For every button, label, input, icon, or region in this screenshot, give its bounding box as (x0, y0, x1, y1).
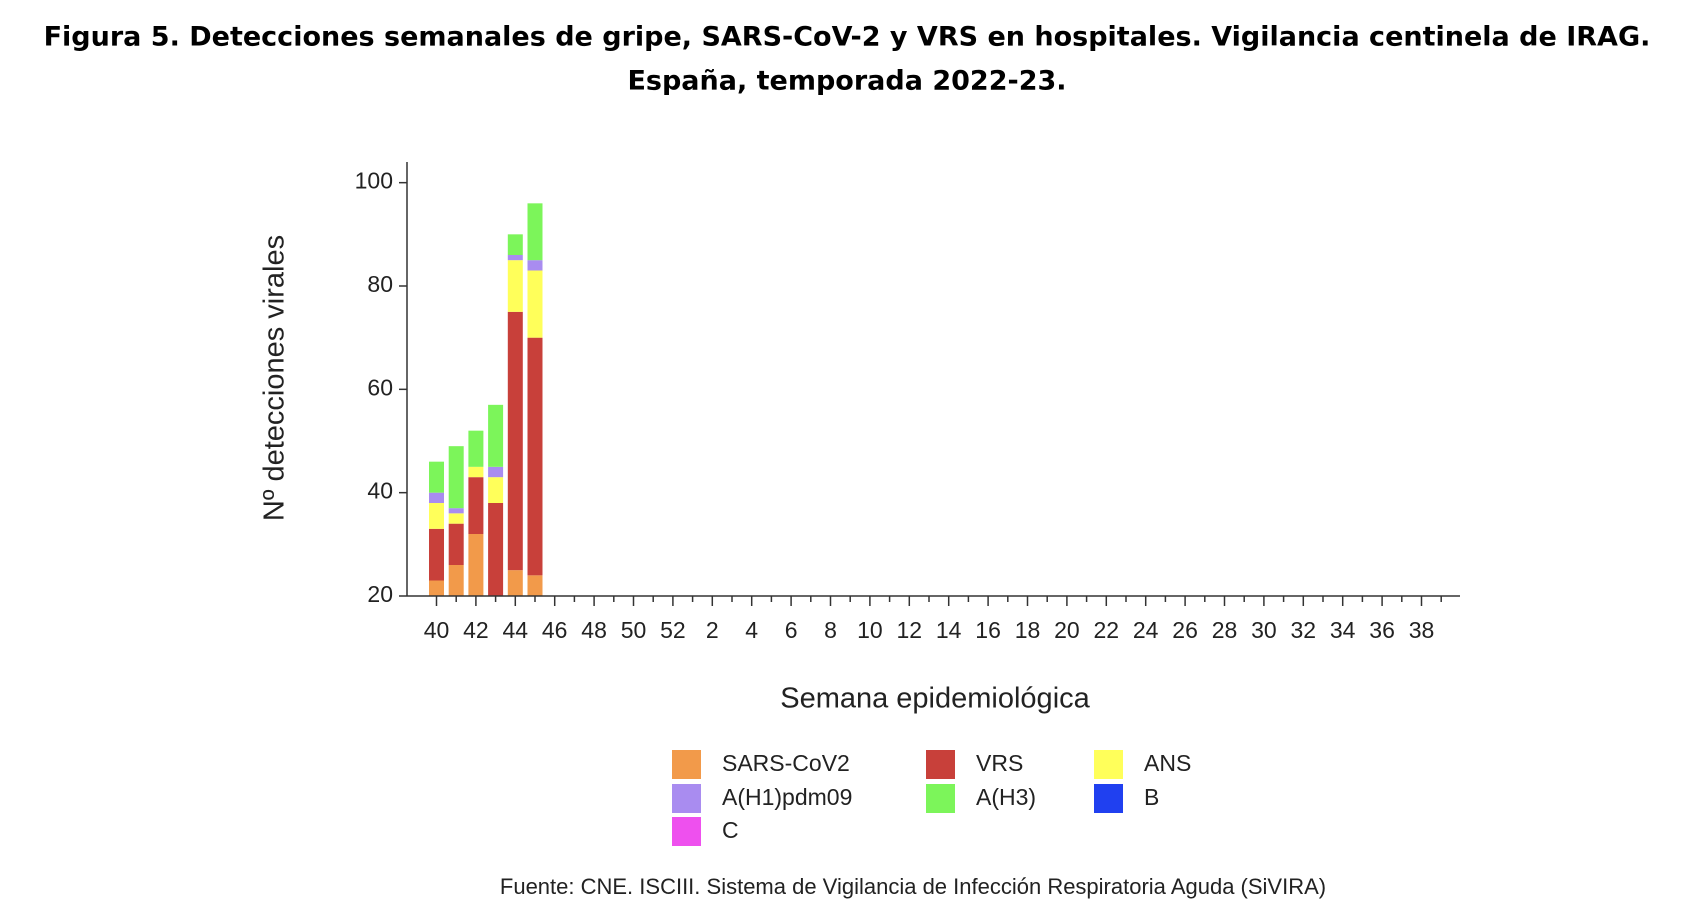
legend-swatch (672, 817, 701, 846)
legend-swatch (926, 750, 955, 779)
x-tick-label: 28 (1212, 617, 1238, 643)
legend-label: VRS (976, 750, 1023, 776)
bar-segment (507, 260, 523, 312)
x-tick-label: 14 (936, 617, 962, 643)
x-tick-label: 44 (503, 617, 529, 643)
bar-segment (527, 270, 543, 338)
bar-segment (527, 337, 543, 576)
x-tick-label: 30 (1251, 617, 1277, 643)
legend-label: B (1144, 784, 1159, 810)
x-tick-label: 48 (581, 617, 607, 643)
bar-segment (488, 404, 504, 467)
x-tick-label: 38 (1409, 617, 1435, 643)
x-tick-label: 20 (1054, 617, 1080, 643)
x-axis-label: Semana epidemiológica (780, 683, 1090, 715)
x-tick-label: 10 (857, 617, 883, 643)
x-tick-label: 26 (1172, 617, 1198, 643)
legend-label: A(H3) (976, 784, 1036, 810)
bar-segment (527, 575, 543, 596)
bar-segment (507, 234, 523, 255)
y-tick-label: 40 (367, 478, 393, 504)
bar-segment (429, 528, 444, 581)
x-tick-label: 52 (660, 617, 686, 643)
y-axis-label: Nº detecciones virales (259, 235, 291, 521)
x-tick-label: 22 (1094, 617, 1120, 643)
legend-swatch (1094, 750, 1123, 779)
bar-segment (507, 255, 523, 261)
legend-label: C (722, 817, 739, 843)
bar-segment (468, 430, 484, 467)
y-tick-label: 60 (367, 374, 393, 400)
x-tick-label: 40 (424, 617, 450, 643)
x-tick-label: 50 (621, 617, 647, 643)
legend-label: SARS-CoV2 (722, 750, 850, 776)
bar-segment (448, 446, 464, 509)
bars (429, 203, 543, 699)
bar-segment (429, 503, 444, 529)
bar-segment (468, 534, 484, 596)
x-tick-label: 34 (1330, 617, 1356, 643)
x-tick-label: 18 (1015, 617, 1041, 643)
bar-segment (488, 477, 504, 503)
bar-segment (468, 477, 484, 534)
legend-swatch (1094, 784, 1123, 813)
bar-segment (488, 606, 503, 699)
legend-swatch (672, 784, 701, 813)
legend-swatch (926, 784, 955, 813)
bar-segment (507, 311, 523, 571)
bar-segment (429, 492, 444, 503)
x-tick-label: 42 (463, 617, 489, 643)
legend-label: A(H1)pdm09 (722, 784, 852, 810)
bar-segment (468, 466, 484, 478)
chart-subtitle: España, temporada 2022-23. (627, 66, 1066, 97)
chart-title: Figura 5. Detecciones semanales de gripe… (44, 22, 1651, 53)
x-tick-label: 32 (1291, 617, 1317, 643)
y-tick-label: 100 (355, 168, 393, 194)
x-tick-label: 6 (785, 617, 798, 643)
legend-swatch (672, 750, 701, 779)
x-tick-label: 4 (745, 617, 758, 643)
bar-segment (488, 503, 504, 596)
x-tick-label: 12 (897, 617, 923, 643)
y-tick-label: 80 (367, 271, 393, 297)
x-tick-label: 36 (1369, 617, 1395, 643)
bar-segment (527, 260, 543, 271)
x-tick-label: 8 (824, 617, 837, 643)
x-tick-label: 24 (1133, 617, 1159, 643)
x-tick-label: 46 (542, 617, 568, 643)
bar-segment (448, 513, 464, 524)
y-tick-label: 20 (367, 581, 393, 607)
x-tick-label: 16 (975, 617, 1001, 643)
bar-segment (429, 461, 444, 493)
x-tick-label: 2 (706, 617, 719, 643)
bar-segment (527, 203, 543, 261)
bar-segment (448, 523, 464, 565)
bar-segment (507, 570, 523, 596)
bar-segment (488, 466, 504, 478)
bar-segment (448, 565, 464, 596)
legend-label: ANS (1144, 750, 1191, 776)
source: Fuente: CNE. ISCIII. Sistema de Vigilanc… (500, 874, 1326, 899)
bar-segment (448, 508, 464, 514)
bar-segment (429, 580, 444, 596)
